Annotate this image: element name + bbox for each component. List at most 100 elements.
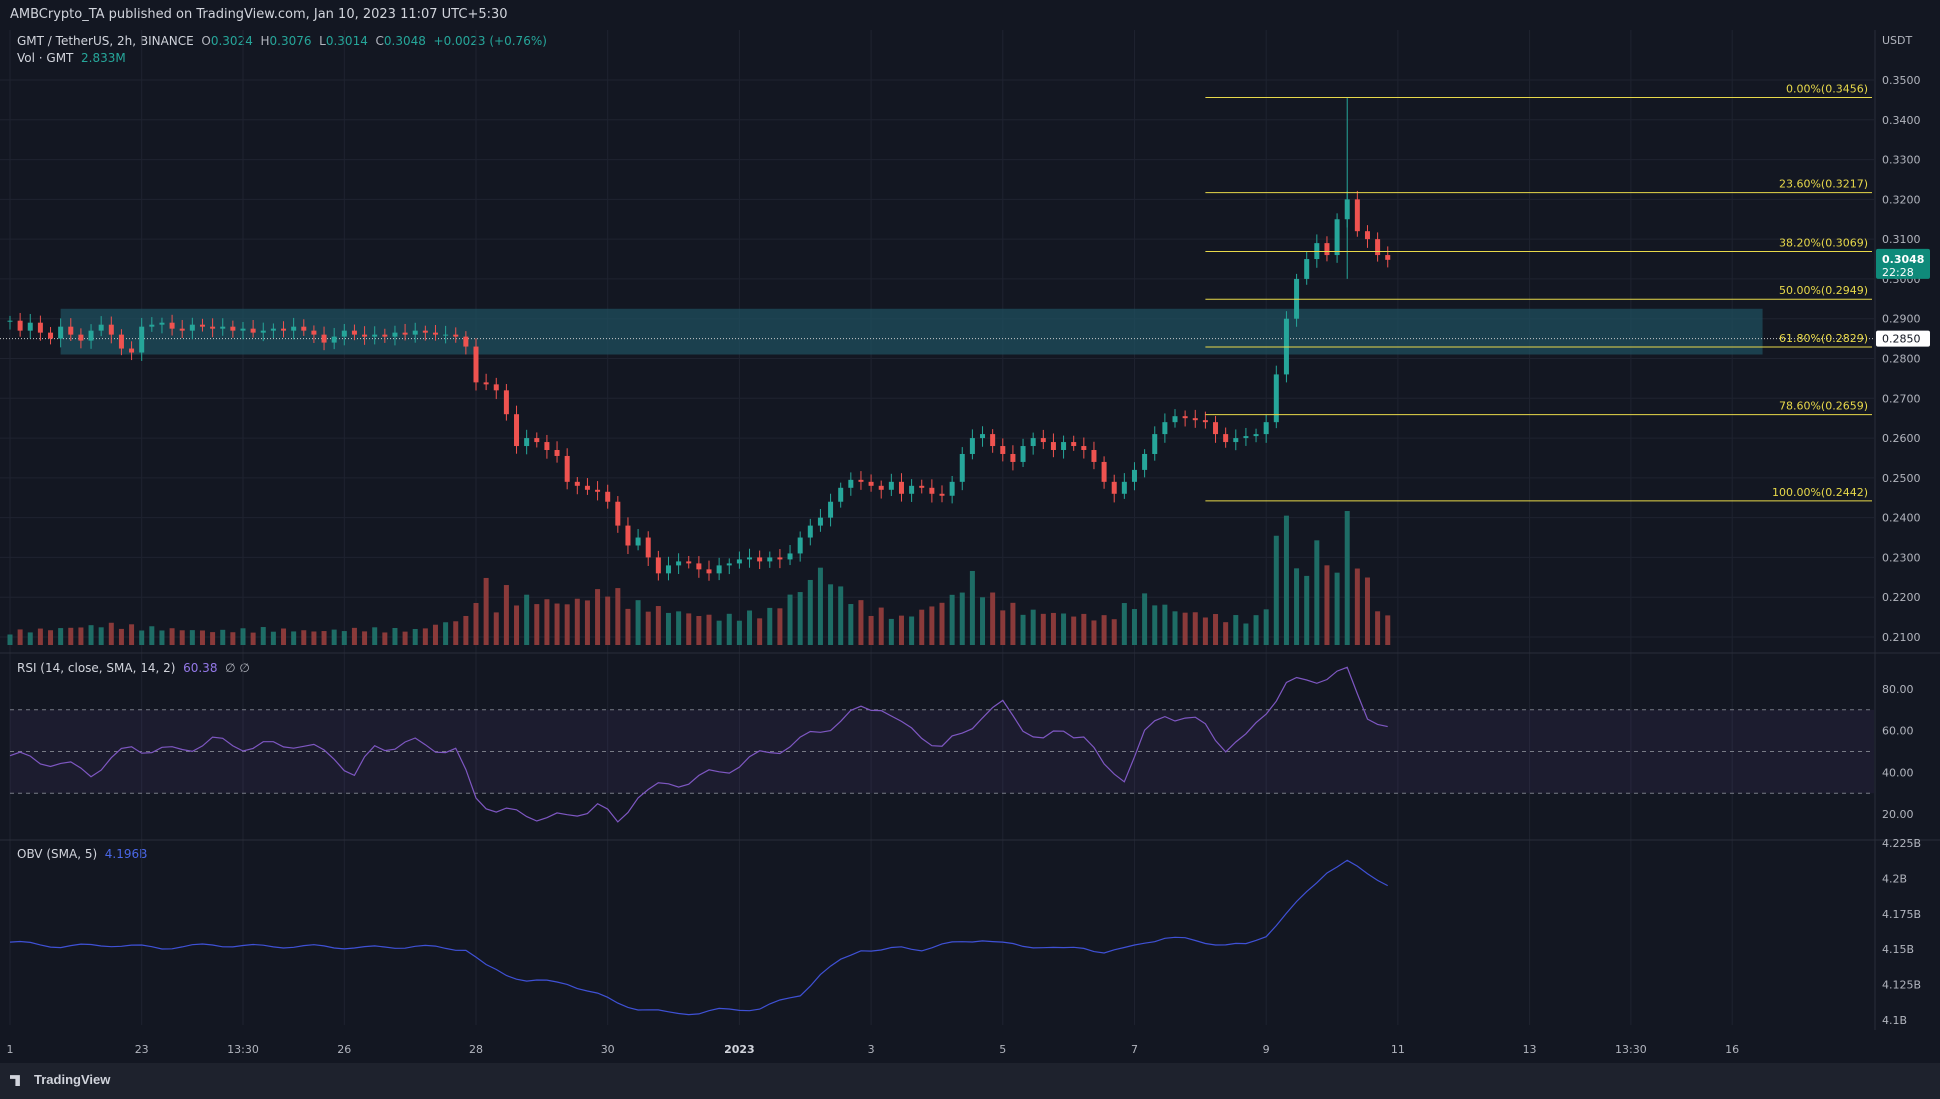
- price-chart[interactable]: 0.00%(0.3456) 23.60%(0.3217) 38.20%(0.3069…: [0, 0, 1940, 1063]
- volume-bar: [524, 594, 530, 645]
- candle-body: [919, 485, 925, 488]
- candle-body: [503, 390, 509, 415]
- volume-legend[interactable]: Vol · GMT 2.833M: [17, 51, 126, 66]
- candle-body: [412, 330, 418, 335]
- candle-body: [1324, 243, 1330, 256]
- candle-body: [1061, 442, 1067, 451]
- volume-bar: [605, 596, 611, 645]
- candle-body: [88, 330, 94, 341]
- volume-bar: [139, 630, 145, 645]
- candle-body: [665, 565, 671, 574]
- volume-bar: [990, 592, 996, 645]
- rsi-legend[interactable]: RSI (14, close, SMA, 14, 2) 60.38 ∅ ∅: [17, 661, 250, 676]
- volume-bar: [493, 612, 499, 645]
- volume-bar: [432, 624, 438, 645]
- candle-body: [432, 332, 438, 335]
- candle-body: [584, 485, 590, 490]
- candle-body: [605, 491, 611, 502]
- rsi-line: [9, 666, 1388, 823]
- tradingview-logo-icon: [10, 1075, 20, 1087]
- rsi-pane[interactable]: 80.00 60.00 40.00 20.00: [9, 666, 1914, 823]
- close-label: C: [375, 34, 384, 48]
- volume-bar: [1091, 620, 1097, 645]
- volume-bar: [189, 630, 195, 645]
- time-tick: 30: [601, 1043, 615, 1056]
- candle-body: [514, 414, 520, 447]
- candlesticks[interactable]: [7, 97, 1391, 581]
- obv-tick: 4.125B: [1882, 979, 1921, 992]
- time-tick: 3: [868, 1043, 875, 1056]
- obv-tick: 4.2B: [1882, 872, 1907, 885]
- fib-retracement[interactable]: 0.00%(0.3456) 23.60%(0.3217) 38.20%(0.3069…: [1205, 83, 1872, 502]
- candle-body: [311, 330, 317, 335]
- volume-bar: [878, 607, 884, 645]
- fib-label: 100.00%(0.2442): [1772, 486, 1868, 499]
- volume-bar: [372, 627, 378, 645]
- volume-bar: [118, 628, 124, 645]
- candle-body: [341, 330, 347, 337]
- candle-body: [1223, 434, 1229, 443]
- volume-bar: [1233, 615, 1239, 645]
- brand-label: TradingView: [34, 1072, 111, 1087]
- candle-body: [351, 330, 357, 335]
- candle-body: [281, 328, 287, 331]
- candle-body: [443, 334, 449, 336]
- volume-bar: [544, 599, 550, 645]
- time-axis[interactable]: 1 23 13:30 26 28 30 2023 3 5 7 9 11 13 13:30 16: [7, 1043, 1740, 1056]
- volume-bar: [706, 614, 712, 645]
- obv-pane[interactable]: 4.225B 4.2B 4.175B 4.15B 4.125B 4.1B: [9, 837, 1921, 1027]
- low-label: L: [319, 34, 326, 48]
- candle-body: [1020, 446, 1026, 462]
- candle-body: [179, 328, 185, 331]
- volume-label[interactable]: Vol · GMT: [17, 51, 74, 65]
- price-tick: 0.2400: [1882, 512, 1921, 525]
- candle-body: [331, 336, 337, 343]
- volume-bar: [362, 631, 368, 645]
- candle-body: [574, 481, 580, 486]
- obv-label[interactable]: OBV (SMA, 5): [17, 847, 98, 861]
- candle-body: [534, 438, 540, 443]
- volume-bar: [1071, 616, 1077, 645]
- candle-body: [1040, 438, 1046, 443]
- candle-body: [878, 485, 884, 490]
- obv-legend[interactable]: OBV (SMA, 5) 4.196B: [17, 847, 147, 862]
- fib-label: 78.60%(0.2659): [1779, 400, 1868, 413]
- price-tick: 0.2800: [1882, 353, 1921, 366]
- volume-bar: [58, 628, 64, 645]
- candle-body: [635, 537, 641, 546]
- candle-body: [595, 489, 601, 492]
- volume-bar: [1344, 511, 1350, 645]
- candle-body: [787, 553, 793, 560]
- volume-bar: [311, 631, 317, 645]
- volume-bar: [68, 627, 74, 645]
- candle-body: [1273, 374, 1279, 423]
- fib-label: 50.00%(0.2949): [1779, 284, 1868, 297]
- volume-bar: [696, 615, 702, 645]
- volume-bar: [220, 629, 226, 645]
- candle-body: [1253, 434, 1259, 437]
- current-price-text: 0.3048: [1882, 253, 1924, 266]
- volume-bar: [686, 613, 692, 645]
- candle-body: [463, 336, 469, 347]
- volume-bar: [392, 627, 398, 645]
- price-tick: 0.2200: [1882, 591, 1921, 604]
- tradingview-logo[interactable]: TradingView: [10, 1072, 110, 1087]
- candle-body: [1010, 453, 1016, 462]
- candle-body: [1263, 422, 1269, 435]
- price-tick: 0.3300: [1882, 154, 1921, 167]
- volume-bar: [959, 592, 965, 645]
- candle-body: [78, 334, 84, 341]
- volume-bar: [595, 589, 601, 645]
- price-tick: 0.2900: [1882, 313, 1921, 326]
- symbol-label[interactable]: GMT / TetherUS, 2h, BINANCE: [17, 34, 194, 48]
- volume-bar: [1000, 610, 1006, 645]
- volume-bar: [665, 612, 671, 645]
- candle-body: [1091, 450, 1097, 462]
- candle-body: [625, 525, 631, 546]
- volume-bar: [655, 606, 661, 645]
- volume-bar: [1040, 613, 1046, 645]
- rsi-label[interactable]: RSI (14, close, SMA, 14, 2): [17, 661, 176, 675]
- symbol-legend[interactable]: GMT / TetherUS, 2h, BINANCE O0.3024 H0.3…: [17, 34, 547, 49]
- volume-bar: [1111, 619, 1117, 645]
- price-axis[interactable]: USDT0.35000.34000.33000.32000.31000.3000…: [1876, 34, 1930, 644]
